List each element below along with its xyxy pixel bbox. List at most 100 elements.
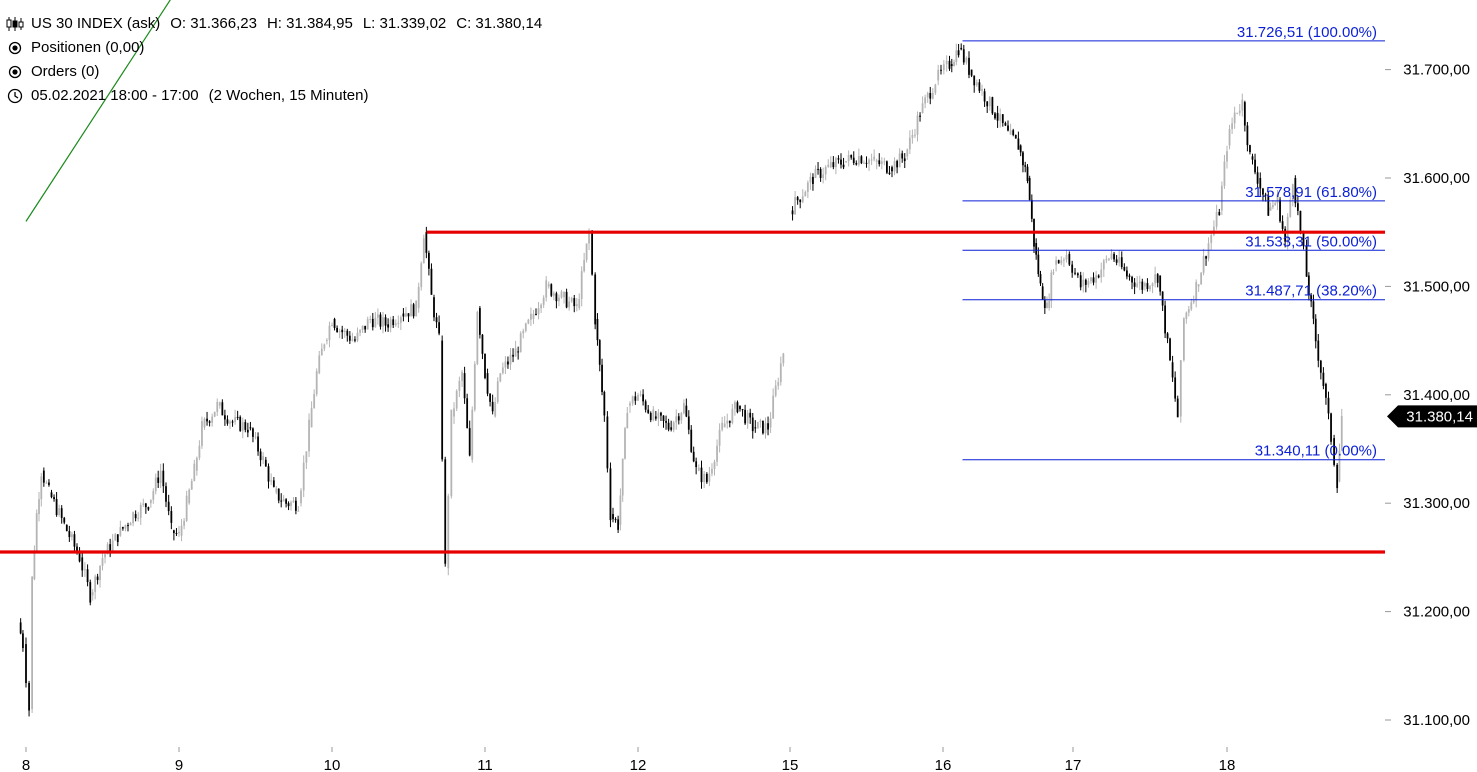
- candle: [132, 511, 134, 527]
- candle: [134, 510, 137, 522]
- candle: [104, 553, 106, 564]
- candle: [530, 307, 532, 326]
- candle: [1046, 296, 1048, 309]
- candle: [637, 392, 639, 402]
- candle: [38, 492, 40, 522]
- candle: [1236, 112, 1239, 115]
- candle: [471, 406, 474, 463]
- positions-row[interactable]: Positionen (0,00): [6, 36, 542, 60]
- candle: [73, 530, 76, 553]
- candle: [216, 398, 219, 417]
- candle: [960, 43, 963, 51]
- candle: [726, 413, 729, 429]
- candle: [55, 492, 58, 517]
- candle: [1195, 279, 1198, 308]
- candle: [994, 112, 996, 120]
- candle: [631, 395, 634, 406]
- candle: [1251, 153, 1254, 165]
- candle: [953, 59, 955, 67]
- candle: [68, 525, 71, 542]
- candle: [1123, 263, 1126, 272]
- candle: [336, 325, 338, 333]
- candle: [425, 226, 428, 259]
- candle: [399, 315, 402, 331]
- candle: [45, 480, 48, 484]
- candle: [1087, 278, 1090, 288]
- candle: [379, 312, 382, 330]
- candle: [331, 322, 333, 327]
- candle: [527, 318, 530, 325]
- candle: [244, 419, 247, 433]
- candle: [208, 420, 211, 427]
- candle: [1138, 275, 1141, 291]
- candle: [1185, 311, 1188, 324]
- candle: [782, 352, 785, 367]
- candle: [35, 509, 38, 552]
- orders-row[interactable]: Orders (0): [6, 60, 542, 84]
- candle: [1166, 332, 1169, 344]
- price-axis[interactable]: 31.100,00 31.200,00 31.300,00 31.400,00 31.5…: [1385, 62, 1470, 729]
- candle: [1256, 166, 1259, 188]
- candle: [137, 512, 140, 522]
- candle: [670, 420, 673, 432]
- candle: [975, 79, 978, 87]
- candle: [294, 497, 297, 515]
- candle: [868, 158, 870, 171]
- candle: [1009, 123, 1012, 135]
- candle: [476, 310, 479, 366]
- candle: [552, 291, 555, 301]
- candle: [1039, 270, 1042, 287]
- candle: [1074, 268, 1076, 276]
- current-price-marker: 31.380,14: [1387, 405, 1477, 428]
- candle: [822, 167, 825, 184]
- candle: [65, 524, 68, 532]
- candle: [1226, 145, 1228, 169]
- candle: [1291, 183, 1294, 207]
- candle: [1095, 270, 1097, 289]
- candle: [48, 479, 50, 487]
- candle: [318, 350, 321, 375]
- candle: [819, 167, 822, 182]
- candle: [101, 551, 104, 571]
- candle: [89, 579, 92, 606]
- x-tick-label: 10: [324, 757, 341, 772]
- candle: [277, 488, 280, 504]
- trend-line[interactable]: [25, 0, 210, 222]
- candle: [509, 347, 512, 370]
- positions-label: Positionen (0,00): [31, 39, 145, 56]
- candle: [496, 377, 499, 404]
- candle: [185, 490, 188, 523]
- candle: [211, 413, 214, 427]
- candle: [942, 60, 945, 75]
- candle: [417, 282, 420, 313]
- candle: [78, 547, 81, 563]
- x-tick-label: 15: [782, 757, 799, 772]
- ohlc-row: US 30 INDEX (ask) O: 31.366,23 H: 31.384…: [6, 12, 542, 36]
- symbol-name: US 30 INDEX (ask): [31, 15, 161, 32]
- candle: [198, 440, 201, 461]
- fibonacci-retracement[interactable]: 31.726,51 (100.00%) 31.578,91 (61.80%) 31.…: [962, 24, 1386, 461]
- candle: [149, 499, 152, 508]
- candle: [1120, 251, 1123, 270]
- candle: [201, 416, 203, 449]
- candle: [840, 153, 842, 169]
- candle: [537, 302, 540, 320]
- candle: [705, 472, 708, 484]
- candle: [252, 427, 254, 443]
- candle: [896, 159, 898, 174]
- candle: [422, 234, 425, 264]
- candle: [514, 340, 517, 357]
- candle: [603, 390, 606, 422]
- candle: [254, 431, 257, 440]
- candle: [741, 408, 744, 417]
- y-tick-label: 31.300,00: [1403, 495, 1470, 512]
- candle: [772, 388, 775, 419]
- candle: [167, 494, 170, 516]
- time-axis[interactable]: 8 9 10 11 12 15 16 17 18: [22, 747, 1236, 772]
- candle: [333, 317, 336, 331]
- timerange-row[interactable]: 05.02.2021 18:00 - 17:00 (2 Wochen, 15 M…: [6, 84, 542, 108]
- candle: [1215, 204, 1218, 230]
- x-tick-label: 12: [630, 757, 647, 772]
- candle: [206, 411, 208, 426]
